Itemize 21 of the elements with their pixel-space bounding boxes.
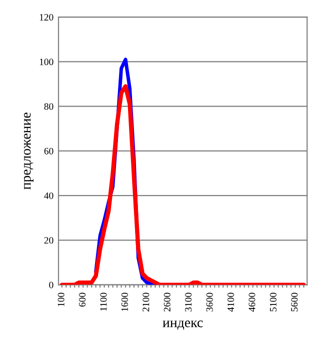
x-axis-title: индекс xyxy=(162,320,203,330)
y-tick-label: 80 xyxy=(44,103,54,110)
x-tick-label: 3600 xyxy=(206,292,213,312)
x-tick-label: 5600 xyxy=(291,292,298,312)
y-tick-label: 40 xyxy=(44,192,54,200)
x-tick-label: 4100 xyxy=(227,292,234,312)
x-tick-label: 5100 xyxy=(270,292,276,312)
x-tick-label: 1100 xyxy=(100,292,107,311)
y-tick-label: 120 xyxy=(40,14,54,21)
x-tick-label: 4600 xyxy=(248,292,256,312)
x-tick-label: 600 xyxy=(78,292,86,307)
y-tick-label: 100 xyxy=(40,58,54,66)
x-tick-label: 2100 xyxy=(142,292,150,312)
y-axis-title: предложение xyxy=(24,112,34,190)
x-tick-label: 1600 xyxy=(121,292,128,312)
y-tick-label: 60 xyxy=(44,148,54,154)
x-tick-label: 3100 xyxy=(185,292,192,312)
x-tick-label: 100 xyxy=(58,292,64,306)
x-tick-label: 2600 xyxy=(164,292,170,312)
y-tick-label: 0 xyxy=(49,282,54,288)
y-tick-label: 20 xyxy=(44,237,54,244)
